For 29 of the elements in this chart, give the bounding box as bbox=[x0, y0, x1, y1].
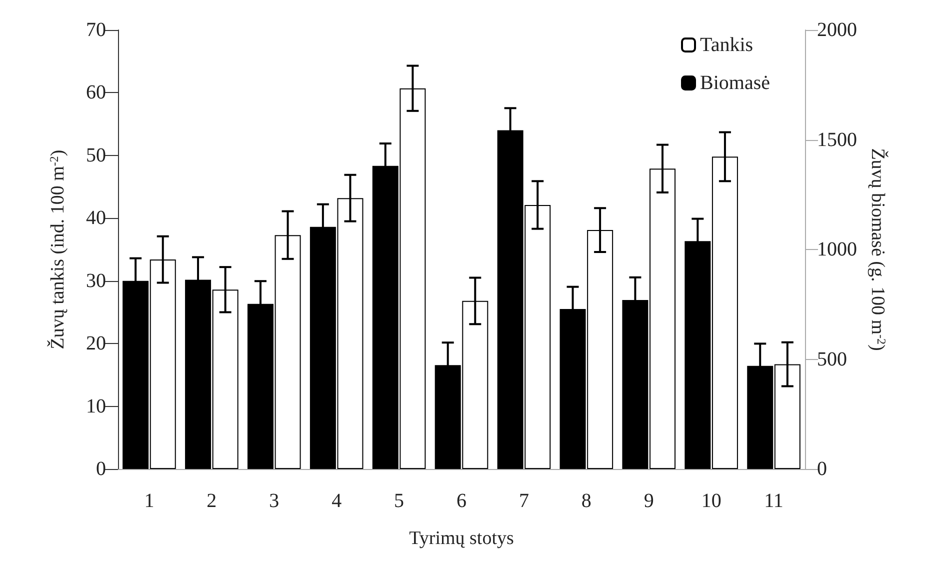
legend-label: Biomasė bbox=[700, 72, 770, 94]
x-axis-title: Tyrimų stotys bbox=[409, 528, 514, 549]
x-tick-label: 11 bbox=[764, 490, 784, 512]
y-tick-label: 50 bbox=[86, 144, 106, 166]
y2-tick-label: 1000 bbox=[817, 238, 857, 260]
x-tick-label: 3 bbox=[269, 490, 280, 512]
y2-tick-label: 0 bbox=[817, 458, 827, 480]
y2-tick-label: 500 bbox=[817, 348, 847, 370]
y-tick-label: 60 bbox=[86, 82, 106, 104]
y-axis-title: Žuvų tankis (ind. 100 m-2) bbox=[46, 150, 68, 350]
y-tick-label: 70 bbox=[86, 19, 106, 41]
y-tick-label: 10 bbox=[86, 395, 106, 418]
y-tick-label: 30 bbox=[86, 270, 106, 292]
y-tick-label: 0 bbox=[96, 458, 106, 480]
x-tick-label: 6 bbox=[456, 490, 466, 512]
x-tick-label: 10 bbox=[701, 490, 722, 512]
x-tick-label: 4 bbox=[332, 490, 342, 512]
x-tick-label: 8 bbox=[581, 490, 592, 512]
y2-tick-label: 1500 bbox=[817, 128, 857, 151]
legend-label: Tankis bbox=[700, 34, 754, 56]
x-tick-label: 5 bbox=[394, 490, 404, 512]
y2-axis-title: Žuvų biomasė (g. 100 m-2) bbox=[866, 148, 889, 351]
x-tick-label: 2 bbox=[206, 490, 217, 512]
y2-tick-label: 2000 bbox=[817, 19, 857, 41]
y-tick-label: 40 bbox=[86, 207, 106, 230]
x-tick-label: 9 bbox=[644, 490, 654, 512]
y-tick-label: 20 bbox=[86, 332, 106, 355]
x-tick-label: 1 bbox=[144, 490, 154, 512]
x-tick-label: 7 bbox=[518, 490, 529, 512]
